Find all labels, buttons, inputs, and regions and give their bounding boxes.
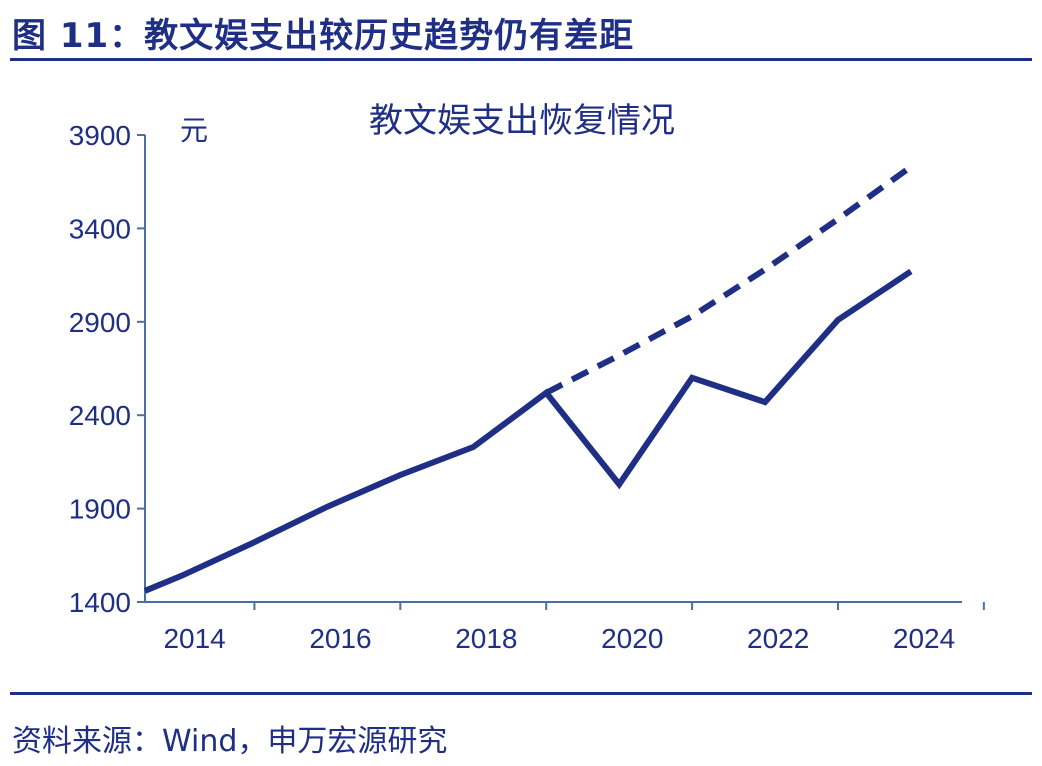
source-rule xyxy=(10,692,1032,695)
x-tick-label: 2016 xyxy=(309,623,371,654)
y-ticks: 1400 1900 2400 2900 3400 3900 xyxy=(69,120,145,618)
title-rule xyxy=(10,58,1032,61)
x-tick-label: 2020 xyxy=(601,623,663,654)
x-tick-label: 2024 xyxy=(893,623,955,654)
y-unit-label: 元 xyxy=(180,114,208,147)
y-tick-label: 2900 xyxy=(69,307,131,338)
x-tick-label: 2018 xyxy=(455,623,517,654)
actual-series-line xyxy=(143,268,913,594)
trend-series-line xyxy=(544,164,913,396)
series-layer xyxy=(143,164,913,594)
y-tick-label: 1900 xyxy=(69,494,131,525)
chart-title: 教文娱支出恢复情况 xyxy=(369,101,675,141)
y-tick-label: 3400 xyxy=(69,213,131,244)
y-tick-label: 1400 xyxy=(69,587,131,618)
x-ticks: 2014 2016 2018 2020 2022 2024 xyxy=(163,602,985,654)
y-tick-label: 2400 xyxy=(69,400,131,431)
source-note: 资料来源：Wind，申万宏源研究 xyxy=(12,724,448,759)
x-tick-label: 2022 xyxy=(747,623,809,654)
x-tick-label: 2014 xyxy=(163,623,225,654)
figure-title: 图 11：教文娱支出较历史趋势仍有差距 xyxy=(12,16,635,56)
y-tick-label: 3900 xyxy=(69,120,131,151)
